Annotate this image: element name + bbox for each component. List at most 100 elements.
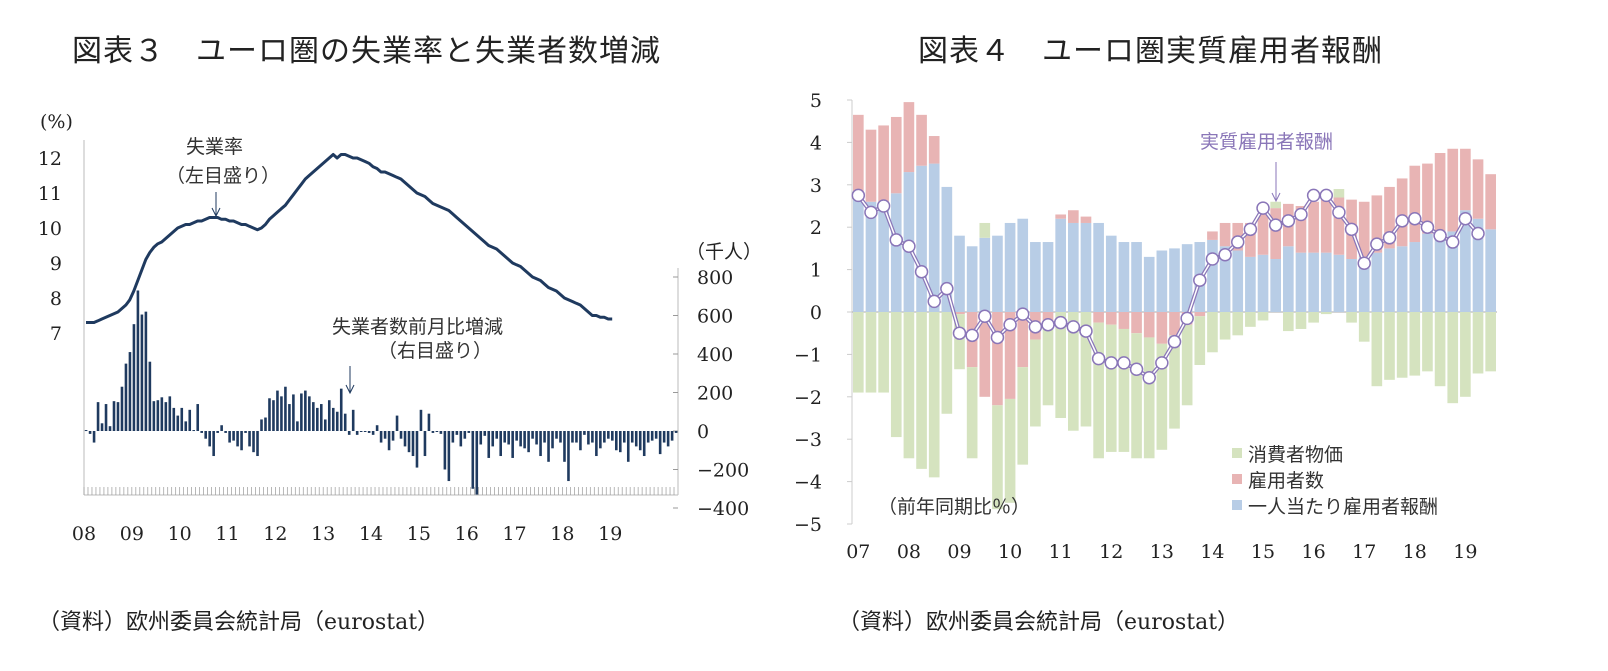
unemployed-change-bar (232, 431, 235, 441)
real-compensation-point (876, 199, 891, 213)
right-tick-label: −400 (697, 498, 749, 520)
right-tick-label: 800 (697, 267, 733, 289)
per-capita-bar (1396, 246, 1408, 312)
per-capita-bar (928, 163, 940, 312)
per-capita-bar (1181, 244, 1193, 312)
right-tick-label: −200 (697, 460, 749, 482)
employees-bar (1232, 222, 1244, 251)
unemployed-change-bar (630, 431, 634, 443)
unemployed-change-bar (92, 431, 96, 443)
per-capita-bar (979, 237, 991, 312)
employees-bar (1169, 312, 1180, 336)
per-capita-bar (992, 235, 1003, 312)
employees-bar (1194, 312, 1206, 317)
y-tick-label: 3 (810, 175, 822, 197)
left-tick-label: 12 (38, 148, 62, 170)
unemployed-change-bar (339, 388, 343, 431)
unemployed-change-bar (674, 431, 678, 433)
x-tick-label: 11 (1049, 541, 1073, 563)
unemployed-change-bar (212, 431, 215, 457)
unemployed-change-bar (172, 407, 176, 431)
employees-bar (1017, 312, 1029, 368)
unemployed-change-bar (304, 390, 307, 431)
cpi-bar (878, 312, 889, 393)
x-tick-label: 19 (598, 523, 622, 545)
unemployed-change-label: 失業者数前月比増減 (332, 316, 503, 338)
cpi-bar (1118, 328, 1130, 452)
x-tick-label: 10 (998, 541, 1022, 563)
unemployed-change-bar (567, 431, 570, 482)
unemployed-change-bar (423, 431, 427, 457)
unemployed-change-bar (104, 404, 108, 431)
unemployed-change-bar (284, 386, 287, 431)
unemployed-change-bar (351, 409, 355, 431)
unit-note: （前年同期比％） (878, 496, 1030, 518)
unemployed-change-bar (323, 419, 327, 431)
cpi-bar (1131, 333, 1142, 459)
unemployed-change-bar (551, 431, 554, 449)
unemployed-change-bar (256, 431, 259, 457)
per-capita-bar (1080, 222, 1092, 312)
cpi-bar (979, 222, 991, 238)
y-tick-label: 4 (810, 132, 822, 154)
legend-label-cpi: 消費者物価 (1248, 444, 1343, 466)
x-tick-label: 10 (168, 523, 192, 545)
unemployed-change-bar (539, 431, 542, 457)
unemployed-change-bar (634, 431, 638, 447)
per-capita-bar (1283, 246, 1294, 312)
employees-bar (1320, 195, 1332, 253)
unemployed-change-bar (547, 431, 550, 462)
chart3-unemployment: 7 8 9 10 11 12 800 600 400 200 0 −200 −400 08 09 10 11 12… (38, 111, 762, 545)
employees-bar (1156, 312, 1168, 344)
real-compensation-point (1256, 201, 1270, 215)
cpi-bar (1169, 335, 1180, 429)
per-capita-bar (853, 195, 864, 312)
per-capita-bar (1207, 239, 1218, 312)
employees-bar (903, 102, 915, 173)
unemployed-change-bar (136, 290, 140, 431)
employees-bar (1434, 153, 1446, 232)
real-compensation-point (1332, 205, 1346, 220)
employees-bar (1181, 312, 1193, 325)
real-compensation-point (952, 326, 967, 340)
employees-bar (1485, 174, 1496, 230)
x-tick-label: 15 (407, 523, 431, 545)
cpi-bar (1460, 312, 1471, 397)
unemployed-change-bar (395, 415, 399, 431)
unemployed-change-bar (312, 402, 315, 431)
real-compensation-point (1015, 307, 1030, 321)
unemployed-change-bar (276, 390, 279, 431)
per-capita-bar (1194, 242, 1206, 312)
x-tick-label: 16 (455, 523, 479, 545)
per-capita-bar (1358, 256, 1370, 312)
y-tick-label: 0 (810, 302, 822, 324)
left-tick-label: 10 (38, 218, 62, 240)
real-compensation-point (1471, 226, 1485, 241)
per-capita-bar (954, 235, 965, 312)
cpi-bar (1358, 312, 1370, 342)
x-tick-label: 07 (846, 541, 870, 563)
employees-bar (1093, 312, 1104, 323)
chart4-title: 図表４ ユーロ圏実質雇用者報酬 (918, 34, 1383, 69)
unemployed-change-bar (152, 401, 156, 431)
real-compensation-point (1155, 356, 1169, 370)
real-compensation-point (1395, 214, 1409, 228)
x-tick-label: 15 (1251, 541, 1275, 563)
x-tick-label: 13 (1150, 541, 1174, 563)
unemployed-change-bar (595, 431, 598, 457)
real-compensation-point (1167, 334, 1182, 349)
cpi-bar (853, 312, 864, 393)
cpi-bar (1422, 312, 1433, 372)
per-capita-bar (1093, 222, 1104, 312)
cpi-bar (1257, 312, 1269, 321)
employees-bar (979, 312, 991, 397)
per-capita-bar (1434, 231, 1446, 312)
x-tick-label: 18 (550, 523, 574, 545)
cpi-bar (1156, 343, 1168, 450)
right-tick-label: 200 (697, 383, 733, 405)
per-capita-bar (1333, 254, 1345, 312)
per-capita-bar (1030, 242, 1041, 312)
real-compensation-point (1117, 356, 1131, 370)
cpi-bar (1384, 312, 1395, 380)
y-tick-label: 1 (810, 260, 822, 282)
